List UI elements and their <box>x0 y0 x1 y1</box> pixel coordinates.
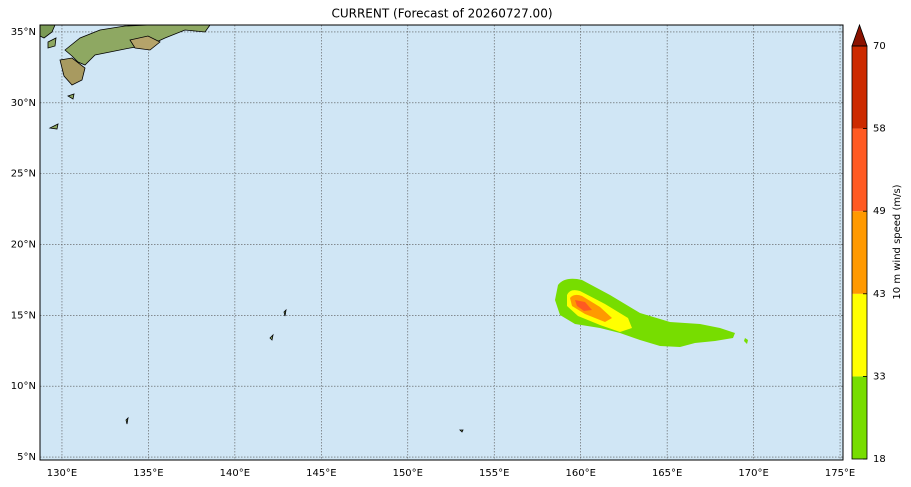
map-title: CURRENT (Forecast of 20260727.00) <box>331 7 552 21</box>
x-tick-label: 135°E <box>133 468 163 479</box>
y-tick-label: 30°N <box>11 98 36 109</box>
x-tick-label: 175°E <box>825 468 855 479</box>
x-tick-label: 160°E <box>565 468 595 479</box>
colorbar-extend <box>851 23 868 47</box>
x-tick-label: 155°E <box>479 468 509 479</box>
colorbar-label: 10 m wind speed (m/s) <box>892 184 903 299</box>
y-tick-label: 35°N <box>11 27 36 38</box>
colorbar-tick-label: 58 <box>873 124 886 135</box>
x-tick-label: 130°E <box>47 468 77 479</box>
x-tick-label: 170°E <box>738 468 768 479</box>
colorbar: 18 33 43 49 58 70 <box>851 23 886 465</box>
y-tick-label: 25°N <box>11 169 36 180</box>
x-tick-label: 140°E <box>220 468 250 479</box>
y-tick-label: 5°N <box>17 452 36 463</box>
colorbar-tick-label: 70 <box>873 41 886 52</box>
x-tick-label: 165°E <box>652 468 682 479</box>
y-tick-label: 10°N <box>11 381 36 392</box>
colorbar-frame <box>851 45 868 460</box>
grid <box>40 25 843 460</box>
colorbar-tick-label: 18 <box>873 454 886 465</box>
colorbar-segment <box>852 376 867 459</box>
x-tick-label: 150°E <box>393 468 423 479</box>
colorbar-segment <box>852 211 867 294</box>
colorbar-segment <box>852 293 867 377</box>
colorbar-segment <box>852 46 867 129</box>
wind-swath <box>555 278 748 347</box>
x-tick-label: 145°E <box>306 468 336 479</box>
map-frame <box>39 24 844 461</box>
ocean <box>40 25 843 460</box>
y-tick-label: 20°N <box>11 239 36 250</box>
colorbar-segment <box>852 128 867 212</box>
colorbar-tick-label: 43 <box>873 289 886 300</box>
y-tick-label: 15°N <box>11 310 36 321</box>
colorbar-tick-label: 33 <box>873 371 886 382</box>
colorbar-tick-label: 49 <box>873 206 886 217</box>
